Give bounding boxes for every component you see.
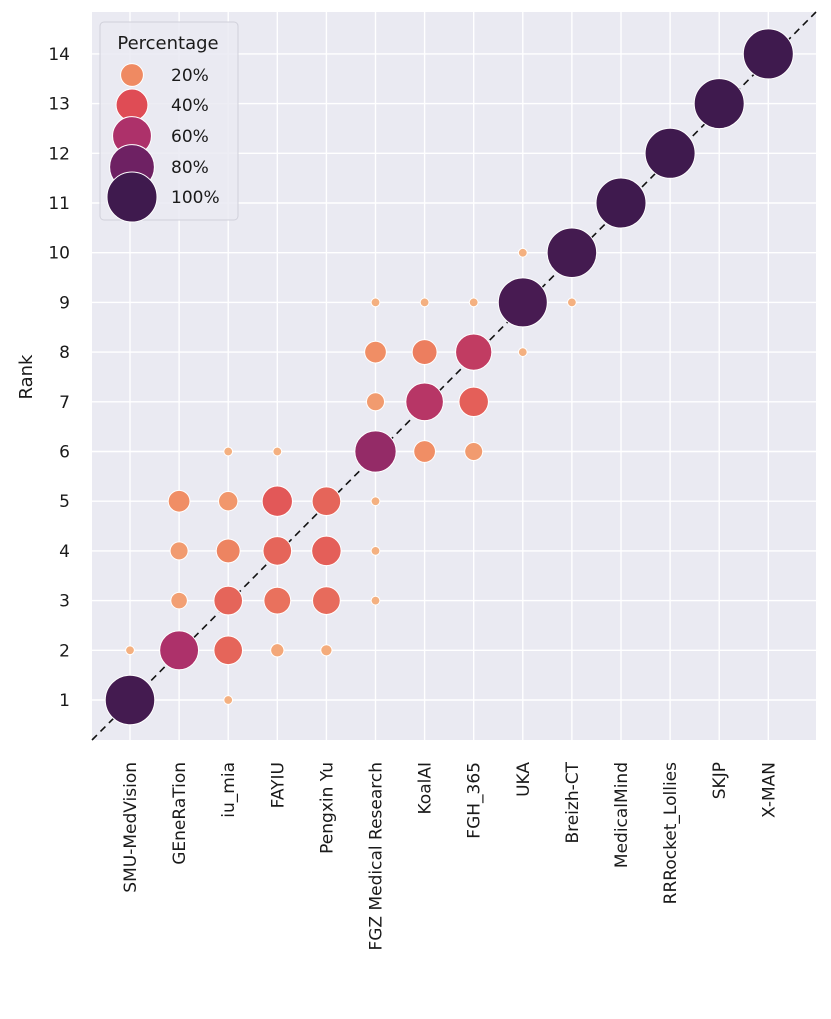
data-point: [262, 536, 293, 566]
data-point: [272, 446, 283, 457]
x-tick-label: iu_mia: [219, 762, 239, 818]
data-point: [413, 440, 436, 463]
legend: Percentage 20% 40% 60% 80% 100%: [99, 21, 239, 223]
legend-marker: [106, 171, 158, 223]
y-tick-label: 13: [48, 95, 70, 115]
y-tick-label: 3: [59, 592, 70, 612]
data-point: [370, 496, 381, 507]
y-tick-label: 14: [48, 45, 70, 65]
legend-label: 100%: [171, 188, 220, 208]
data-point: [167, 489, 191, 513]
data-point: [742, 28, 794, 80]
data-point: [213, 635, 244, 666]
x-tick-label: UKA: [514, 762, 534, 797]
data-point: [546, 227, 598, 278]
data-point: [270, 643, 285, 658]
data-point: [464, 442, 484, 461]
data-point: [468, 297, 479, 308]
data-point: [170, 591, 188, 610]
data-point: [370, 595, 381, 606]
data-point: [223, 446, 234, 457]
data-point: [311, 486, 342, 517]
diagonal-reference-line: [91, 11, 817, 741]
x-tick-label: SMU-MedVision: [121, 762, 141, 893]
legend-label: 20%: [171, 66, 209, 86]
data-point: [354, 430, 397, 473]
data-point: [370, 546, 381, 556]
x-tick-label: RRRocket_Lollies: [661, 762, 681, 904]
x-tick-label: Breizh-CT: [563, 761, 583, 843]
data-points: [104, 28, 794, 726]
data-point: [497, 277, 548, 328]
data-point: [644, 127, 696, 179]
data-point: [455, 333, 493, 371]
data-point: [320, 644, 333, 657]
y-tick-label: 9: [59, 293, 70, 313]
legend-label: 80%: [171, 158, 209, 178]
legend-label: 60%: [171, 127, 209, 147]
data-point: [419, 297, 430, 308]
legend-entries: 20% 40% 60% 80% 100%: [106, 63, 220, 223]
y-tick-label: 1: [59, 691, 70, 711]
y-tick-label: 7: [59, 393, 70, 413]
data-point: [370, 297, 381, 308]
y-tick-label: 12: [48, 144, 70, 164]
y-tick-label: 8: [59, 343, 70, 363]
x-tick-label: X-MAN: [759, 762, 779, 818]
y-axis-title: Rank: [16, 354, 37, 400]
data-point: [159, 630, 200, 671]
data-point: [215, 538, 241, 564]
data-point: [104, 674, 156, 726]
y-tick-label: 5: [59, 492, 70, 512]
y-tick-label: 10: [48, 244, 70, 264]
legend-marker: [120, 63, 144, 87]
x-axis-ticks: SMU-MedVision GEneRaTion iu_mia FAYIU Pengxi…: [121, 761, 779, 950]
x-tick-label: MedicalMind: [612, 762, 632, 868]
data-point: [366, 392, 385, 412]
y-tick-label: 2: [59, 641, 70, 661]
data-point: [223, 695, 234, 705]
data-point: [411, 339, 438, 366]
data-point: [169, 541, 189, 561]
legend-label: 40%: [171, 96, 209, 116]
data-point: [517, 347, 528, 357]
data-point: [405, 382, 444, 422]
x-tick-label: Pengxin Yu: [317, 762, 337, 854]
data-point: [125, 645, 135, 656]
x-tick-label: GEneRaTion: [170, 762, 190, 865]
x-tick-label: FGZ Medical Research: [367, 762, 387, 951]
data-point: [364, 340, 387, 364]
data-point: [458, 386, 489, 418]
data-point: [263, 586, 292, 615]
data-point: [567, 297, 577, 308]
y-tick-label: 6: [59, 443, 70, 463]
x-tick-label: FGH_365: [465, 762, 485, 839]
data-point: [261, 485, 293, 517]
legend-title: Percentage: [117, 33, 218, 54]
data-point: [311, 535, 342, 567]
data-point: [595, 177, 647, 229]
data-point: [213, 585, 244, 616]
data-point: [517, 247, 528, 258]
x-tick-label: FAYIU: [268, 762, 288, 808]
x-tick-label: KoalAI: [416, 762, 436, 815]
data-point: [693, 78, 745, 130]
data-point: [312, 586, 341, 615]
data-point: [218, 491, 239, 512]
y-tick-label: 4: [59, 542, 70, 562]
y-tick-label: 11: [48, 194, 70, 214]
x-tick-label: SKJP: [710, 762, 730, 799]
